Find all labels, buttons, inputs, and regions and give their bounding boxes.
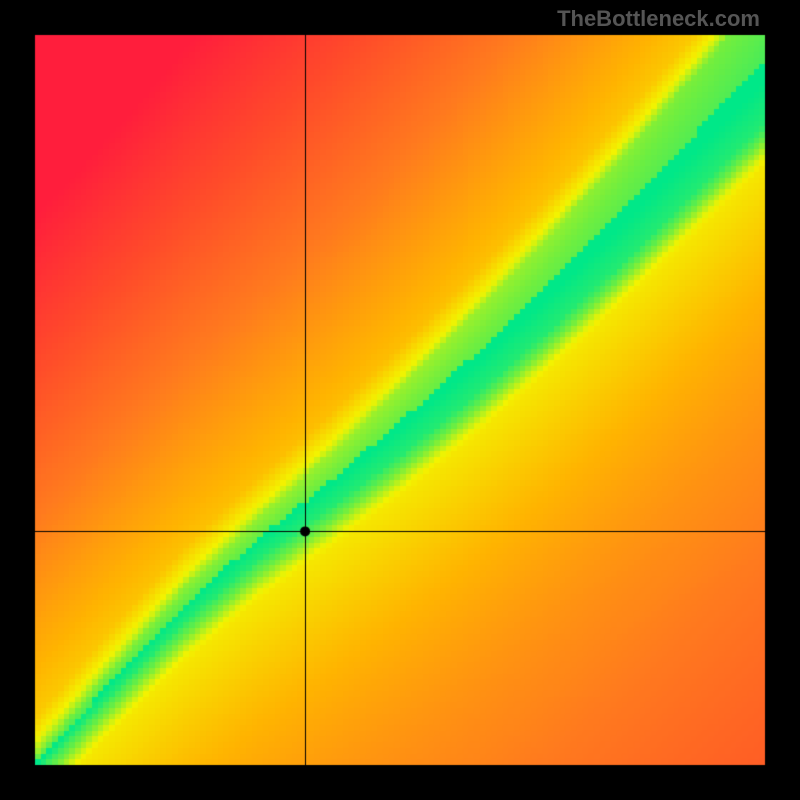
watermark-text: TheBottleneck.com <box>557 6 760 32</box>
bottleneck-heatmap <box>0 0 800 800</box>
chart-container: TheBottleneck.com <box>0 0 800 800</box>
